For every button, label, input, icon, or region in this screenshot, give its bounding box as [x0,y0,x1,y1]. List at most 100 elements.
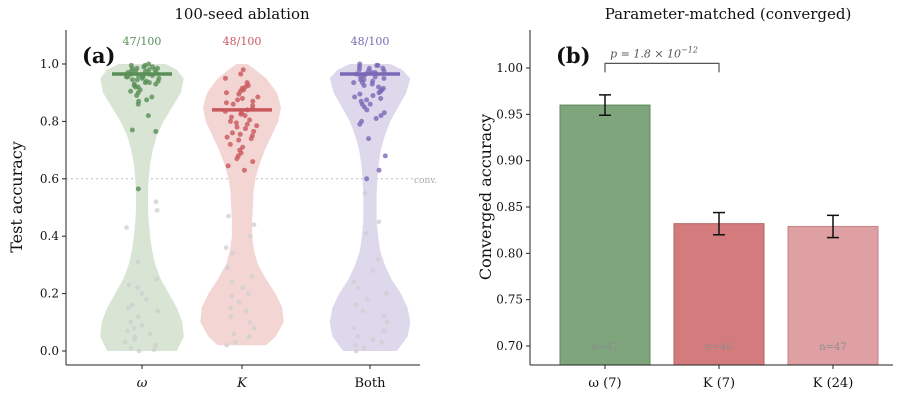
converged-seed-point [249,133,255,139]
failed-seed-point [353,342,358,348]
converged-seed-point [376,84,382,90]
failed-seed-point [236,299,242,305]
converged-seed-point [223,90,229,96]
panel-b-y-axis-label: Converged accuracy [476,114,495,280]
failed-seed-point [223,245,229,251]
count-label-1: 48/100 [223,35,262,48]
converged-seed-point [366,136,372,142]
accuracy-bars [559,104,879,366]
converged-seed-point [357,91,363,97]
failed-seed-point [383,291,389,296]
converged-seed-point [135,186,141,192]
converged-seed-point [129,127,135,133]
bar-1 [673,223,765,366]
failed-seed-point [125,328,131,334]
converged-seed-point [229,130,235,136]
converged-seed-point [129,77,135,83]
panel-b-parameter-matched-bars: Parameter-matched (converged) Converged … [476,5,893,391]
x-tick-label-1: K [236,376,248,391]
failed-seed-point [361,345,367,351]
failed-seed-point [370,268,376,274]
panel-a-label: (a) [82,43,115,68]
failed-seed-point [249,273,255,279]
failed-seed-point [351,279,357,285]
failed-seed-point [132,337,138,342]
failed-seed-point [353,348,359,354]
failed-seed-point [122,339,128,345]
y-tick-label: 0.0 [40,344,59,358]
converged-seed-point [376,167,382,173]
failed-seed-point [381,328,387,334]
panel-b-title: Parameter-matched (converged) [605,5,852,23]
converged-seed-point [134,93,140,99]
failed-seed-point [147,331,153,337]
converged-seed-point [150,64,156,70]
failed-seed-point [233,339,238,345]
median-lines [112,72,400,112]
bracket-line [604,62,720,73]
converged-seed-point [370,93,376,99]
converged-seed-point [364,97,370,103]
failed-seed-point [228,305,234,311]
y-tick-label: 0.2 [40,287,59,301]
failed-seed-point [125,305,131,311]
failed-seed-point [360,308,366,314]
converged-seed-point [142,62,148,68]
converged-seed-point [359,101,365,107]
failed-seed-point [355,334,361,340]
x-tick-label-2: K (24) [813,376,854,391]
converged-seed-point [382,153,388,159]
convergence-threshold: conv. [66,176,437,186]
converged-seed-point [236,91,242,97]
violin-2 [329,64,411,351]
failed-seed-point [229,294,235,299]
failed-seed-point [136,348,142,354]
count-label-2: 48/100 [351,35,390,48]
failed-seed-point [154,207,160,213]
converged-seed-point [373,116,379,122]
failed-seed-point [240,285,246,291]
converged-seed-point [153,128,159,134]
y-tick-label: 0.8 [40,114,59,128]
y-tick-label: 0.90 [496,154,523,168]
converged-seed-point [378,113,384,119]
converged-seed-point [238,71,244,77]
threshold-label: conv. [414,176,437,186]
converged-seed-point [233,120,239,126]
failed-seed-point [126,282,132,288]
converged-seed-point [145,113,151,119]
converged-seed-point [234,124,240,130]
seed-points [122,61,390,354]
converged-seed-point [242,126,248,132]
converged-seed-point [361,83,367,89]
failed-seed-point [246,334,252,340]
failed-seed-point [129,302,135,308]
panel-a-title: 100-seed ablation [174,5,310,23]
failed-seed-point [351,325,356,331]
failed-seed-point [251,325,257,331]
violin-1 [200,64,284,346]
converged-seed-point [235,97,241,103]
converged-seed-point [142,80,148,86]
converged-seed-point [155,78,161,84]
y-tick-label: 0.85 [496,200,523,214]
failed-seed-point [228,314,234,319]
failed-seed-point [363,230,369,236]
converged-seed-point [251,128,257,134]
count-label-0: 47/100 [123,35,162,48]
failed-seed-point [143,296,149,302]
y-tick-label: 0.95 [496,107,523,121]
failed-seed-point [381,314,387,319]
failed-seed-point [226,213,231,219]
failed-seed-point [230,251,236,256]
p-value-label: p = 1.8 × 10−12 [610,45,698,60]
converged-seed-point [223,100,229,106]
failed-seed-point [128,345,134,351]
converged-seed-point [369,81,375,87]
converged-seed-point [352,94,358,100]
converged-seed-point [357,121,363,127]
significance-bracket: p = 1.8 × 10−12 [604,45,720,73]
failed-seed-point [370,337,376,342]
failed-seed-point [128,319,133,325]
failed-seed-point [231,331,237,337]
